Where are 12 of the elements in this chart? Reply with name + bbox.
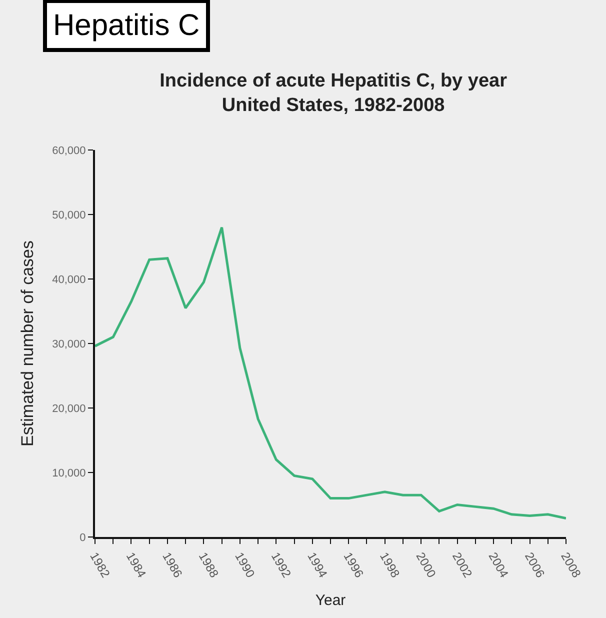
y-tick-label: 60,000 — [52, 144, 86, 157]
line-series — [95, 226, 566, 520]
y-tick-label: 20,000 — [52, 402, 86, 415]
chart-title: Incidence of acute Hepatitis C, by year United States, 1982-2008 — [160, 70, 508, 116]
x-axis-title: Year — [315, 592, 346, 609]
y-tick-label: 50,000 — [52, 209, 86, 222]
y-tick-label: 0 — [80, 532, 86, 544]
y-axis-title: Estimated number of cases — [18, 240, 38, 446]
text: Hepatitis C — [53, 9, 200, 42]
y-tick-label: 40,000 — [52, 274, 86, 286]
y-tick-label: 10,000 — [52, 467, 86, 480]
y-tick-label: 30,000 — [52, 338, 86, 350]
